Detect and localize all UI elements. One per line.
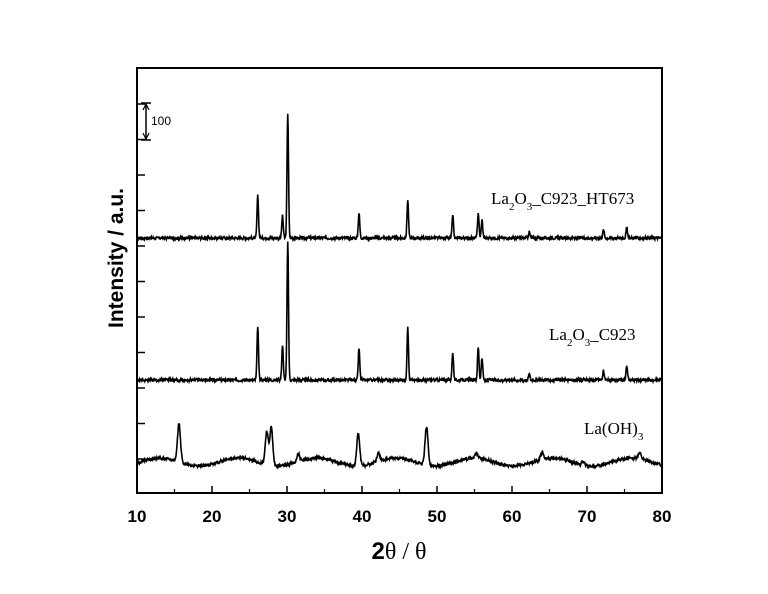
scale-bar: 100 bbox=[141, 102, 171, 141]
series-label-subscript: 3 bbox=[638, 431, 644, 443]
x-tick-label: 10 bbox=[128, 507, 147, 526]
series-label-text: La bbox=[491, 189, 509, 208]
series-label: La2O3_C923_HT673 bbox=[491, 189, 634, 213]
series-label-text: O bbox=[572, 325, 584, 344]
x-tick-label: 20 bbox=[203, 507, 222, 526]
series-label: La2O3_C923 bbox=[549, 325, 636, 349]
x-tick-label: 40 bbox=[353, 507, 372, 526]
series-label-text: _C923 bbox=[589, 325, 635, 344]
series-label-subscript: 2 bbox=[509, 201, 515, 213]
series-label-subscript: 3 bbox=[585, 337, 591, 349]
x-tick-label: 50 bbox=[428, 507, 447, 526]
series-label-subscript: 2 bbox=[567, 337, 573, 349]
y-axis-label: Intensity / a.u. bbox=[105, 188, 128, 328]
x-axis-label: 2θ / θ bbox=[371, 538, 426, 565]
series-line bbox=[136, 423, 663, 470]
series-label-text: O bbox=[514, 189, 526, 208]
x-tick-label: 60 bbox=[503, 507, 522, 526]
series-label: La(OH)3 bbox=[584, 419, 644, 443]
x-tick-label: 70 bbox=[578, 507, 597, 526]
series-label-text: La bbox=[549, 325, 567, 344]
series-label-subscript: 3 bbox=[527, 201, 533, 213]
x-tick-label: 80 bbox=[653, 507, 672, 526]
series-line bbox=[136, 113, 663, 243]
scale-bar-label: 100 bbox=[151, 114, 171, 128]
x-axis-label-main: θ / θ bbox=[385, 539, 427, 565]
series-label-text: _C923_HT673 bbox=[531, 189, 634, 208]
scale-bar-arrows bbox=[142, 103, 150, 140]
x-axis-label-prefix: 2 bbox=[371, 538, 384, 565]
series-line bbox=[136, 241, 663, 385]
x-tick-label: 30 bbox=[278, 507, 297, 526]
series-label-text: La(OH) bbox=[584, 419, 638, 438]
